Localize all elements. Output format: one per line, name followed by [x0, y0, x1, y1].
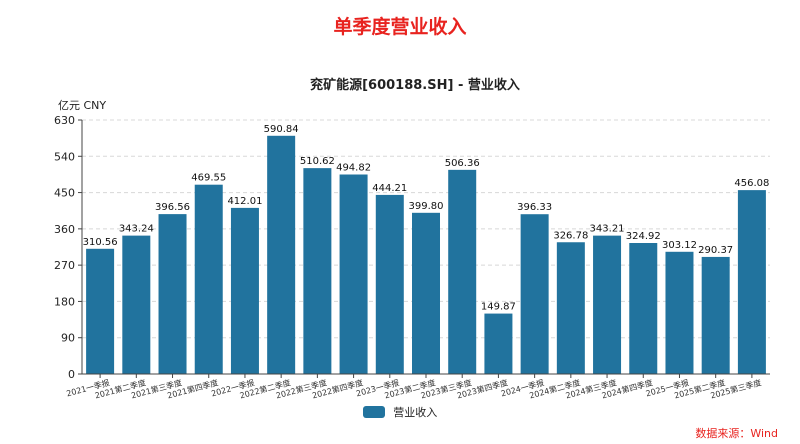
bar[interactable] — [86, 248, 115, 374]
y-tick-label: 630 — [54, 114, 75, 127]
bar-value-label: 396.56 — [155, 202, 190, 213]
legend-label: 营业收入 — [393, 406, 438, 419]
bar[interactable] — [593, 235, 622, 374]
bar-value-label: 469.55 — [191, 173, 226, 184]
bar-value-label: 343.21 — [590, 224, 625, 235]
bar-value-label: 303.12 — [662, 240, 697, 251]
bar-value-label: 290.37 — [698, 245, 733, 256]
bar[interactable] — [737, 190, 766, 374]
bar[interactable] — [665, 251, 694, 374]
bar-value-label: 396.33 — [517, 202, 552, 213]
bars — [86, 135, 766, 374]
bar[interactable] — [412, 212, 440, 374]
bar-value-label: 324.92 — [626, 231, 661, 242]
bar[interactable] — [339, 174, 368, 374]
bar[interactable] — [375, 194, 404, 374]
bar[interactable] — [629, 243, 658, 374]
bar-value-label: 399.80 — [409, 201, 444, 212]
bar[interactable] — [448, 169, 477, 374]
bar-value-label: 506.36 — [445, 158, 480, 169]
bar[interactable] — [122, 235, 151, 374]
bar-value-label: 494.82 — [336, 163, 371, 174]
y-axis-unit-label: 亿元 CNY — [58, 99, 106, 112]
bar[interactable] — [230, 207, 259, 374]
bar[interactable] — [520, 214, 549, 374]
y-tick-label: 90 — [61, 332, 75, 345]
y-tick-label: 360 — [54, 223, 75, 236]
bar[interactable] — [701, 256, 730, 374]
bar-value-label: 510.62 — [300, 156, 335, 167]
chart-title: 兖矿能源[600188.SH] - 营业收入 — [310, 77, 520, 93]
bar-value-label: 412.01 — [227, 196, 262, 207]
bar-value-label: 444.21 — [372, 183, 407, 194]
bar[interactable] — [556, 242, 585, 374]
bar[interactable] — [158, 214, 187, 374]
bar-value-label: 456.08 — [734, 178, 769, 189]
bar-value-label: 326.78 — [553, 230, 588, 241]
y-tick-label: 0 — [68, 368, 75, 381]
bar-value-label: 149.87 — [481, 302, 516, 313]
bar[interactable] — [267, 135, 296, 374]
bar[interactable] — [194, 184, 223, 374]
legend[interactable]: 营业收入 — [0, 404, 800, 420]
y-tick-label: 180 — [54, 295, 75, 308]
page-headline: 单季度营业收入 — [333, 16, 467, 38]
data-source-note: 数据来源：Wind — [695, 427, 778, 440]
legend-swatch — [362, 406, 385, 418]
y-axis-ticks: 0 90 180 270 360 450 540 630 — [54, 114, 82, 381]
bar-value-label: 310.56 — [83, 237, 118, 248]
bar[interactable] — [484, 313, 513, 374]
y-tick-label: 540 — [54, 150, 75, 163]
y-tick-label: 450 — [54, 187, 75, 200]
bar[interactable] — [303, 168, 332, 374]
bar-value-label: 343.24 — [119, 224, 154, 235]
bar-value-label: 590.84 — [264, 124, 299, 135]
y-tick-label: 270 — [54, 259, 75, 272]
x-axis-ticks: 2021一季报2021第二季度2021第三季度2021第四季度2022一季报20… — [65, 374, 762, 400]
